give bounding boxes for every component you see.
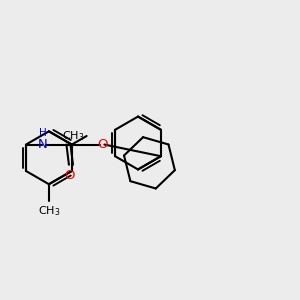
Text: CH$_3$: CH$_3$ <box>38 204 60 218</box>
Text: H: H <box>39 128 47 138</box>
Text: CH$_3$: CH$_3$ <box>61 129 84 143</box>
Text: N: N <box>38 138 48 151</box>
Text: O: O <box>97 138 107 151</box>
Text: O: O <box>64 169 75 182</box>
